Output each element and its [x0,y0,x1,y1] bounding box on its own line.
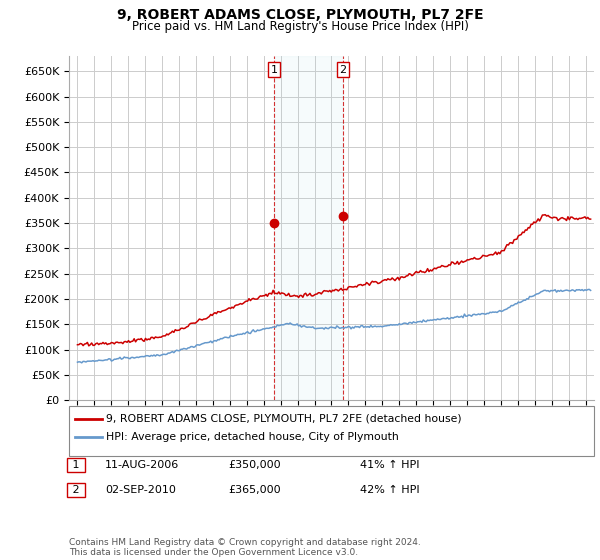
Text: 9, ROBERT ADAMS CLOSE, PLYMOUTH, PL7 2FE: 9, ROBERT ADAMS CLOSE, PLYMOUTH, PL7 2FE [116,8,484,22]
Text: £365,000: £365,000 [228,485,281,495]
Text: HPI: Average price, detached house, City of Plymouth: HPI: Average price, detached house, City… [106,432,399,442]
Text: Contains HM Land Registry data © Crown copyright and database right 2024.
This d: Contains HM Land Registry data © Crown c… [69,538,421,557]
Text: 11-AUG-2006: 11-AUG-2006 [105,460,179,470]
Text: 42% ↑ HPI: 42% ↑ HPI [360,485,419,495]
Text: £350,000: £350,000 [228,460,281,470]
Bar [274,56,343,400]
Text: 1: 1 [69,460,83,470]
Text: 9, ROBERT ADAMS CLOSE, PLYMOUTH, PL7 2FE (detached house): 9, ROBERT ADAMS CLOSE, PLYMOUTH, PL7 2FE… [106,414,462,424]
Text: 1: 1 [271,64,277,74]
Text: 02-SEP-2010: 02-SEP-2010 [105,485,176,495]
Text: 2: 2 [339,64,346,74]
Text: 41% ↑ HPI: 41% ↑ HPI [360,460,419,470]
Text: 2: 2 [69,485,83,495]
Text: Price paid vs. HM Land Registry's House Price Index (HPI): Price paid vs. HM Land Registry's House … [131,20,469,32]
